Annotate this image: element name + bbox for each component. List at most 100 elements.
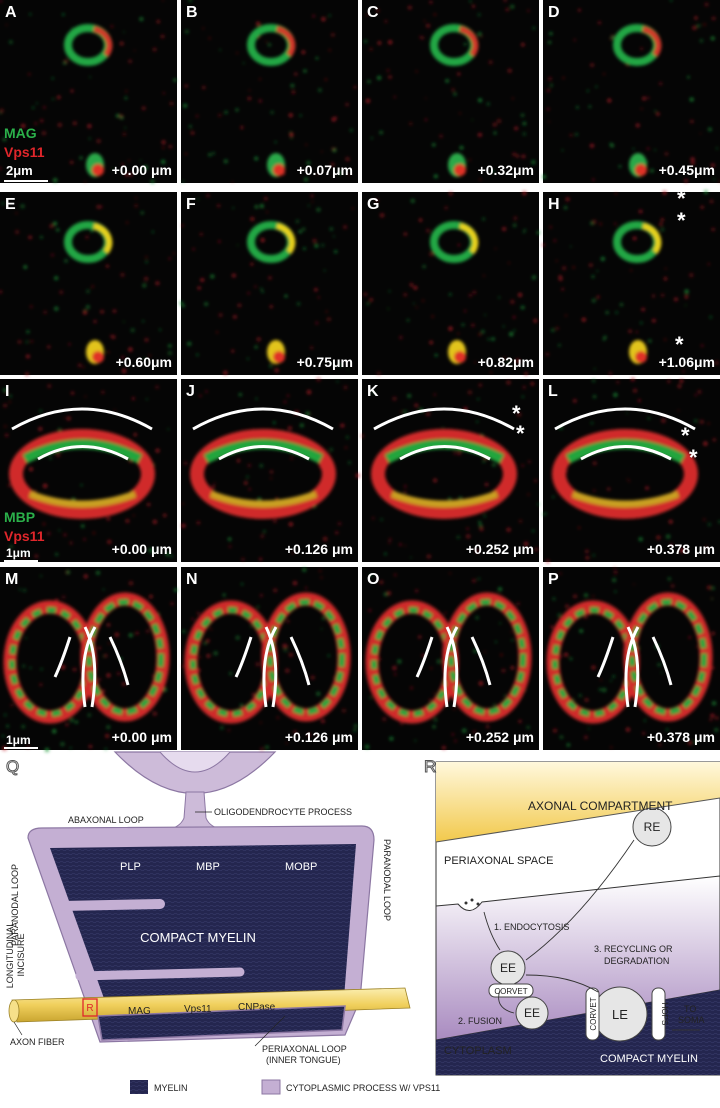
speckle (111, 167, 114, 170)
speckle (668, 519, 673, 524)
ring-green (209, 490, 318, 508)
speckle (52, 729, 57, 734)
speckle (497, 587, 503, 592)
speckle (645, 486, 649, 490)
speckle (169, 101, 174, 106)
speckle (436, 659, 441, 664)
speckle (656, 112, 660, 116)
speckle (315, 321, 319, 325)
speckle (244, 481, 248, 485)
speckle (298, 230, 302, 234)
speckle (296, 301, 301, 306)
speckle (468, 293, 473, 298)
speckle (63, 416, 66, 419)
speckle (65, 723, 69, 727)
speckle (377, 41, 382, 45)
speckle (152, 519, 157, 524)
speckle (581, 317, 586, 322)
speckle (369, 696, 372, 699)
micrograph-panel (362, 191, 541, 376)
speckle (394, 673, 397, 676)
speckle (707, 522, 712, 527)
speckle (29, 305, 33, 309)
speckle (50, 253, 54, 257)
speckle (196, 611, 200, 615)
speckle (573, 594, 577, 599)
speckle (196, 353, 199, 356)
speckle (320, 719, 325, 724)
speckle (306, 389, 312, 395)
speckle (150, 179, 155, 184)
speckle (592, 219, 597, 224)
speckle (478, 333, 481, 336)
speckle (320, 576, 323, 579)
speckle (592, 595, 595, 598)
ring-green (22, 439, 143, 464)
ee-vesicle (515, 996, 549, 1030)
speckle (181, 224, 184, 227)
speckle (665, 728, 669, 731)
speckle (576, 105, 579, 109)
speckle (548, 40, 552, 44)
panel-letter: O (367, 571, 379, 588)
panel-letter: K (367, 383, 379, 400)
speckle (307, 733, 311, 737)
speckle (231, 349, 235, 353)
speckle (483, 274, 485, 277)
speckle (255, 397, 258, 400)
speckle (141, 106, 146, 111)
speckle (432, 725, 436, 729)
speckle (342, 708, 346, 713)
speckle (91, 285, 94, 288)
speckle (266, 210, 269, 213)
speckle (506, 527, 511, 532)
speckle (633, 388, 638, 393)
speckle (510, 299, 515, 305)
speckle (68, 343, 71, 346)
speckle (128, 172, 133, 177)
arrow (525, 974, 599, 993)
speckle (18, 588, 21, 591)
speckle (586, 89, 589, 92)
speckle (410, 198, 415, 203)
speckle (403, 490, 407, 494)
speckle (399, 335, 403, 340)
speckle (459, 145, 464, 150)
speckle (335, 531, 339, 534)
ring-green (384, 439, 505, 464)
axolemma (435, 797, 720, 843)
speckle (493, 131, 497, 135)
speckle (343, 225, 348, 230)
speckle (187, 341, 192, 346)
speckle (250, 262, 254, 266)
speckle (182, 630, 186, 633)
speckle (2, 137, 7, 142)
speckle (488, 60, 493, 65)
speckle (555, 259, 558, 262)
speckle (332, 235, 335, 238)
speckle (388, 75, 392, 79)
speckle (472, 290, 476, 294)
speckle (70, 160, 74, 164)
speckle (130, 328, 135, 333)
speckle (197, 198, 199, 201)
compact-myelin (50, 844, 356, 1004)
speckle (371, 516, 375, 520)
stain-label: MAG (4, 125, 37, 141)
speckle (259, 463, 264, 468)
speckle (590, 421, 594, 425)
speckle (41, 131, 46, 136)
speckle (591, 298, 596, 303)
speckle (209, 628, 212, 631)
speckle (514, 126, 518, 131)
speckle (632, 236, 637, 241)
speckle (21, 123, 26, 128)
speckle (433, 174, 438, 179)
speckle (521, 154, 526, 159)
label: AXON FIBER (10, 1037, 65, 1047)
scale-label: 2μm (6, 163, 33, 178)
depth-offset: +0.45μm (659, 162, 715, 178)
speckle (584, 698, 589, 703)
speckle (513, 329, 516, 332)
speckle (587, 727, 590, 730)
